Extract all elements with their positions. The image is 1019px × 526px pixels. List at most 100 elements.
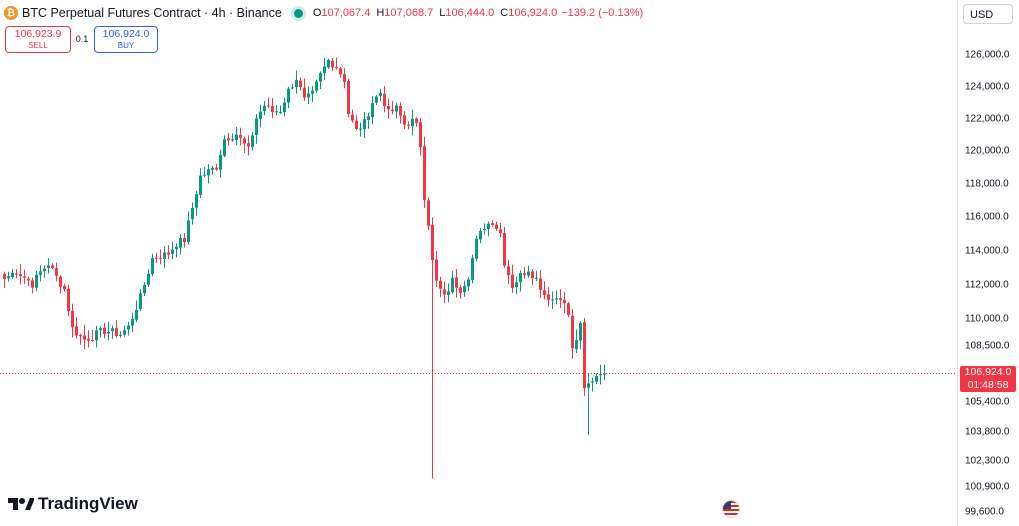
candle-body	[319, 72, 322, 82]
tradingview-logo[interactable]: TradingView	[8, 492, 138, 516]
candle-body	[187, 220, 190, 243]
candle-body	[579, 323, 582, 341]
candle-body	[99, 328, 102, 331]
candle-body	[291, 87, 294, 89]
candle-body	[47, 265, 50, 268]
price-axis-labels: 126,000.0 124,000.0 122,000.0 120,000.0 118,…	[965, 50, 1010, 518]
price-axis-tick: 116,000.0	[965, 212, 1009, 223]
candle-body	[219, 154, 222, 170]
candle-body	[519, 273, 522, 283]
candle-body	[535, 277, 538, 279]
candle-body	[383, 93, 386, 107]
candle-body	[255, 118, 258, 135]
candle-body	[371, 103, 374, 118]
us-flag-icon[interactable]	[722, 500, 740, 518]
candle-body	[31, 280, 34, 288]
candle-body	[139, 293, 142, 310]
candle-body	[179, 237, 182, 248]
tradingview-wordmark: TradingView	[38, 494, 138, 513]
candle-body	[223, 139, 226, 156]
candle-body	[567, 303, 570, 316]
candle-body	[531, 271, 534, 279]
candle-body	[447, 291, 450, 296]
candle-body	[499, 229, 502, 234]
candle-body	[27, 278, 30, 281]
candle-body	[591, 381, 594, 383]
candle-body	[355, 120, 358, 129]
candle-body	[3, 273, 6, 279]
tradingview-logo-icon	[8, 498, 34, 510]
candle-body	[259, 111, 262, 119]
candle-body	[503, 232, 506, 266]
candle-body	[603, 373, 606, 375]
candle-body	[419, 122, 422, 148]
price-axis-tick: 103,800.0	[965, 427, 1010, 438]
candle-body	[151, 258, 154, 275]
candle-body	[183, 238, 186, 243]
candle-body	[443, 289, 446, 295]
candle-body	[363, 119, 366, 129]
candle-body	[155, 257, 158, 259]
candle-body	[227, 138, 230, 141]
price-axis-tick: 124,000.0	[965, 82, 1010, 93]
candle-body	[439, 280, 442, 289]
candle-body	[523, 273, 526, 276]
candle-body	[539, 278, 542, 291]
candle-body	[379, 92, 382, 96]
last-price-value: 106,924.0	[964, 366, 1012, 379]
candle-body	[559, 298, 562, 301]
candle-body	[131, 318, 134, 326]
candle-body	[411, 118, 414, 127]
candle-body	[271, 105, 274, 112]
candle-body	[175, 246, 178, 250]
open-value: 107,067.4	[321, 7, 371, 19]
candle-body	[39, 271, 42, 276]
candle-body	[403, 115, 406, 125]
change-value: −139.2 (−0.13%)	[561, 7, 644, 19]
candle-body	[467, 279, 470, 287]
candle-body	[195, 194, 198, 208]
candle-body	[243, 138, 246, 144]
candle-body	[35, 274, 38, 288]
candle-body	[327, 59, 330, 68]
candle-body	[251, 135, 254, 147]
candle-body	[103, 327, 106, 335]
candle-body	[299, 80, 302, 88]
price-axis-tick: 100,900.0	[965, 482, 1010, 493]
buy-button[interactable]: 106,924.0 BUY	[94, 26, 158, 53]
sell-button[interactable]: 106,923.9 SELL	[5, 26, 71, 53]
spread-value: 0.1	[75, 34, 89, 44]
candle-body	[455, 277, 458, 288]
candle-body	[19, 274, 22, 276]
candle-body	[375, 96, 378, 103]
low-label: L	[439, 7, 446, 19]
candle-body	[239, 134, 242, 138]
candle-body	[315, 81, 318, 91]
candle-body	[543, 290, 546, 296]
candle-body	[451, 277, 454, 293]
price-axis-tick: 102,300.0	[965, 456, 1010, 467]
candle-body	[583, 322, 586, 389]
candle-body	[459, 287, 462, 294]
close-label: C	[500, 7, 509, 19]
candle-body	[247, 143, 250, 147]
symbol-title[interactable]: BTC Perpetual Futures Contract · 4h · Bi…	[22, 6, 282, 20]
candle-body	[283, 102, 286, 113]
candle-body	[463, 285, 466, 293]
candle-body	[199, 175, 202, 195]
candle-body	[563, 299, 566, 304]
price-axis-tick: 114,000.0	[965, 246, 1009, 257]
currency-selector[interactable]: USD	[963, 4, 1013, 24]
candle-body	[115, 328, 118, 337]
candle-body	[347, 81, 350, 115]
candle-body	[399, 105, 402, 116]
candle-body	[231, 139, 234, 141]
candle-body	[267, 105, 270, 107]
candle-body	[511, 274, 514, 288]
buy-price: 106,924.0	[102, 28, 150, 40]
candle-body	[159, 258, 162, 260]
high-label: H	[376, 7, 385, 19]
candle-body	[415, 118, 418, 123]
candle-body	[135, 310, 138, 320]
